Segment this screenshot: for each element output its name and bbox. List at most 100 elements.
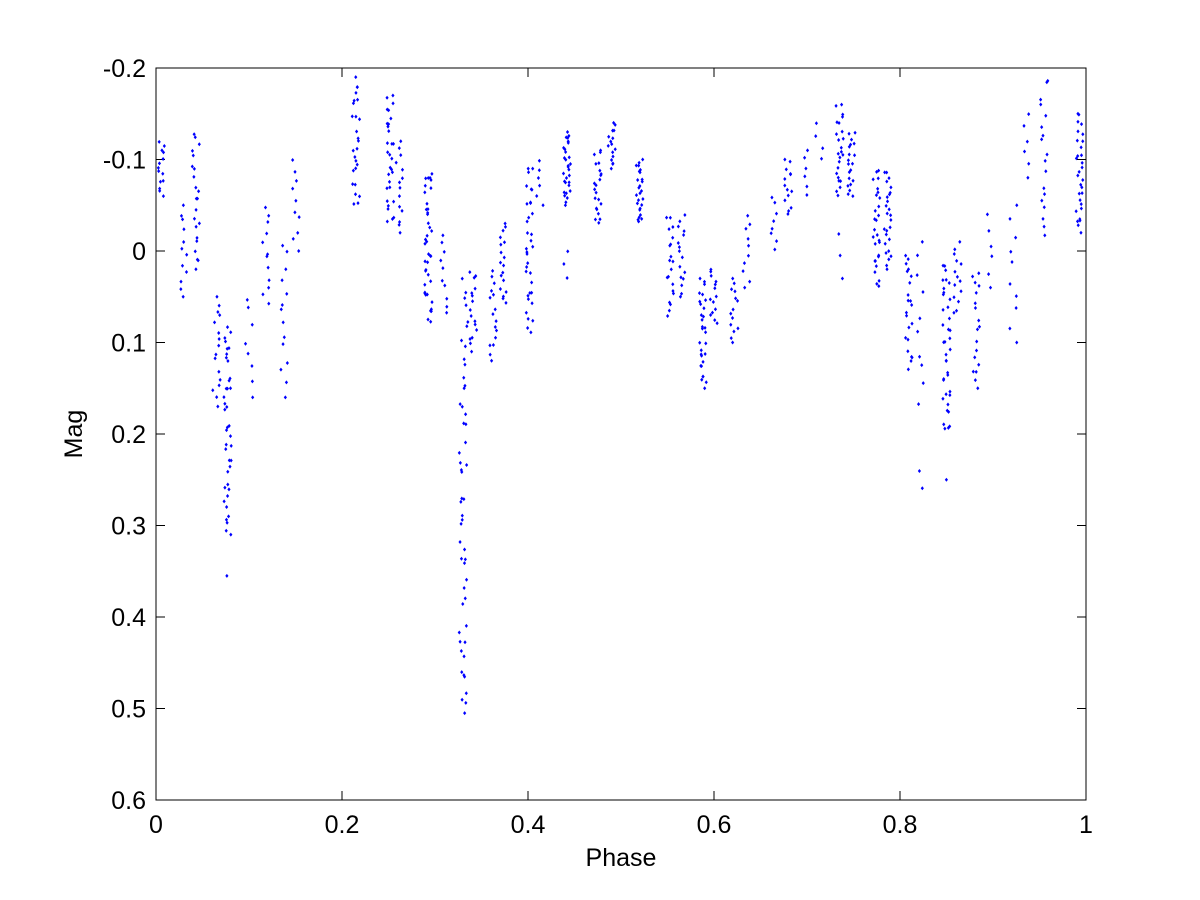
data-point [666,313,670,318]
data-point [460,670,464,675]
data-point [190,164,194,169]
data-point [838,155,842,160]
data-point [529,238,533,243]
data-point [525,219,529,224]
data-point [990,254,994,259]
data-point [713,282,717,287]
data-point [834,103,838,108]
data-point [1078,218,1082,223]
data-point [158,188,162,193]
data-point [612,128,616,133]
data-point [595,207,599,212]
data-point [971,369,975,374]
data-point [1074,209,1078,214]
data-point [638,167,642,172]
data-point [783,177,787,182]
data-point [228,464,232,469]
data-point [567,180,571,185]
data-point [1080,165,1084,170]
data-point [460,469,464,474]
data-point [733,289,737,294]
data-point [354,166,358,171]
data-point [729,336,733,341]
data-point [459,338,464,343]
data-point [1022,149,1027,154]
data-point [636,198,641,203]
data-point [196,189,201,194]
data-point [294,198,298,203]
x-tick-label: 0.2 [325,811,360,839]
data-point [909,359,913,364]
data-point [1076,173,1080,178]
data-point [504,290,508,295]
data-point [423,190,427,195]
data-point [974,369,978,374]
data-point [1075,138,1079,143]
data-point [351,101,356,106]
data-point [475,327,479,332]
data-point [440,240,444,245]
data-point [790,189,794,194]
data-point [611,161,615,166]
data-point [423,183,427,188]
data-point [565,195,569,200]
data-point [355,146,359,151]
data-point [786,212,790,217]
data-point [563,203,568,208]
data-point [977,318,981,323]
data-point [463,711,467,716]
data-point [566,135,570,140]
data-point [1026,175,1030,180]
data-point [354,114,358,119]
data-point [225,505,229,510]
data-point [594,161,598,166]
data-point [975,327,980,332]
data-point [460,697,464,702]
data-point [530,290,534,295]
data-point [215,395,219,400]
data-point [875,281,879,286]
data-point [429,279,433,284]
data-point [488,295,492,300]
data-point [463,640,467,645]
data-point [351,168,355,173]
data-point [425,201,429,206]
data-point [229,330,233,335]
data-point [468,270,472,275]
data-point [216,310,220,315]
data-point [426,210,430,215]
data-point [676,241,680,246]
data-point [1042,192,1047,197]
data-point [873,217,877,222]
data-point [387,172,391,177]
data-point [285,361,289,366]
data-point [681,232,686,237]
data-point [805,148,810,153]
data-point [959,289,963,294]
data-point [197,221,201,226]
data-point [224,528,228,533]
data-point [599,173,603,178]
data-point [356,138,361,143]
data-point [876,213,881,218]
data-point [1081,178,1085,183]
data-point [1076,154,1080,159]
data-point [783,183,787,188]
data-point [564,157,568,162]
data-point [182,227,186,232]
data-point [840,276,845,281]
data-point [783,198,787,203]
data-point [887,176,891,181]
data-point [473,322,477,327]
x-tick-label: 0.6 [697,811,732,839]
data-point [669,242,673,247]
data-point [156,165,160,170]
data-point [493,324,497,329]
data-point [948,297,952,302]
data-point [906,349,910,354]
data-point [458,402,462,407]
data-point [493,307,497,312]
data-point [227,458,231,463]
data-point [388,152,392,157]
x-axis-label: Phase [586,844,657,872]
